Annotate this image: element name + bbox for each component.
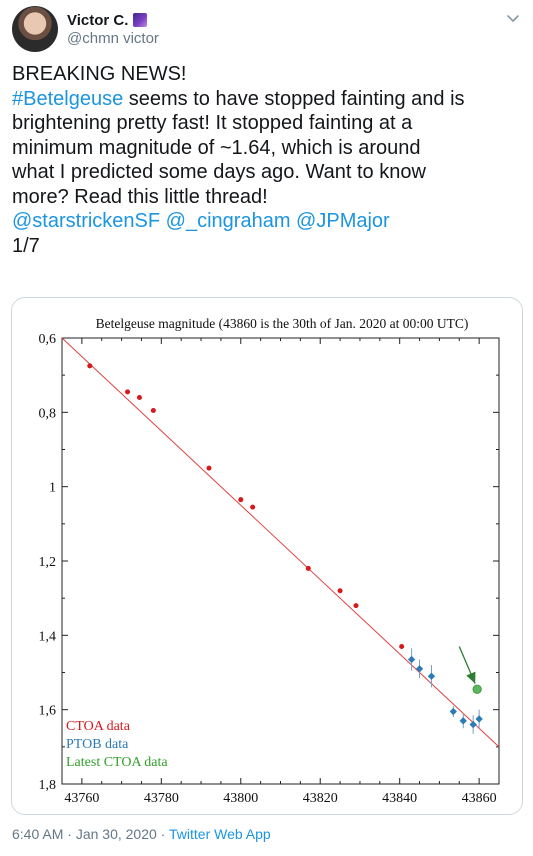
mentions-line: @starstrickenSF @_cingraham @JPMajor	[12, 209, 517, 234]
x-tick-label: 43860	[462, 791, 497, 806]
tweet-line-text: seems to have stopped fainting and is	[123, 87, 465, 110]
user-name[interactable]: Victor C.	[67, 12, 148, 29]
ctoa-point	[150, 407, 156, 413]
ctoa-point	[353, 603, 359, 609]
ctoa-point	[125, 389, 131, 395]
magnitude-chart: Betelgeuse magnitude (43860 is the 30th …	[12, 298, 522, 814]
legend-entry: PTOB data	[66, 737, 129, 752]
mention-link[interactable]: @JPMajor	[296, 210, 390, 232]
y-tick-label: 0,6	[39, 332, 57, 347]
tweet-line: brightening pretty fast! It stopped fain…	[12, 112, 413, 134]
arrow-head	[466, 671, 476, 684]
ctoa-point	[87, 363, 93, 369]
chart-title: Betelgeuse magnitude (43860 is the 30th …	[96, 316, 469, 331]
tweet-meta: 6:40 AM · Jan 30, 2020 · Twitter Web App	[12, 826, 271, 842]
ctoa-point	[399, 643, 405, 649]
y-tick-label: 1	[49, 481, 56, 496]
ctoa-point	[250, 504, 256, 510]
x-tick-label: 43780	[144, 791, 179, 806]
y-tick-label: 1,2	[39, 555, 57, 570]
thread-count: 1/7	[12, 234, 40, 257]
ctoa-point	[337, 588, 343, 594]
tweet-line: BREAKING NEWS!	[12, 63, 187, 85]
hashtag-link[interactable]: #Betelgeuse	[12, 87, 124, 110]
ctoa-point	[206, 465, 212, 471]
y-tick-label: 1,4	[39, 629, 57, 644]
galaxy-emoji-icon	[133, 13, 148, 27]
meta-separator: ·	[63, 826, 76, 842]
tweet-line: minimum magnitude of ~1.64, which is aro…	[12, 136, 421, 159]
user-name-text[interactable]: Victor C.	[67, 12, 129, 29]
ptob-point	[427, 672, 436, 680]
mention-link[interactable]: @starstrickenSF	[12, 210, 161, 232]
ptob-point	[459, 717, 467, 725]
x-tick-label: 43800	[223, 791, 258, 806]
tweet-time[interactable]: 6:40 AM	[12, 826, 64, 842]
x-tick-label: 43820	[303, 791, 338, 806]
user-handle[interactable]: @chmn victor	[67, 30, 159, 47]
legend-entry: Latest CTOA data	[66, 755, 168, 770]
x-axis: 43760 43780 43800 43820 43840 43860	[61, 338, 500, 806]
ptob-point	[469, 720, 477, 729]
y-tick-label: 0,8	[39, 406, 57, 421]
chart-background	[12, 298, 522, 814]
annotation-arrow	[458, 646, 476, 684]
x-tick-label: 43840	[382, 791, 417, 806]
tweet-date[interactable]: Jan 30, 2020	[75, 826, 157, 842]
x-tick-label: 43760	[64, 791, 99, 806]
ptob-point	[475, 715, 483, 723]
media-card[interactable]: Betelgeuse magnitude (43860 is the 30th …	[11, 297, 523, 815]
data-points	[87, 363, 483, 734]
avatar[interactable]	[12, 6, 58, 52]
tweet-line: what I predicted some days ago. Want to …	[12, 161, 426, 183]
mention-link[interactable]: @_cingraham	[165, 210, 291, 232]
ptob-point	[415, 665, 424, 673]
ptob-point	[407, 655, 416, 664]
tweet-header: Victor C. @chmn victor	[12, 6, 521, 54]
ctoa-point	[238, 497, 244, 503]
ctoa-point	[305, 565, 311, 571]
fit-line	[61, 337, 500, 748]
ptob-point	[449, 707, 457, 716]
latest-ctoa-point	[472, 684, 482, 694]
ctoa-point	[136, 394, 142, 400]
chevron-down-icon[interactable]	[505, 10, 521, 26]
tweet-line: #Betelgeuse seems to have stopped fainti…	[12, 87, 517, 112]
legend-entry: CTOA data	[66, 719, 131, 734]
tweet-text: BREAKING NEWS! #Betelgeuse seems to have…	[12, 62, 517, 258]
y-tick-label: 1,6	[39, 704, 57, 719]
y-tick-label: 1,8	[39, 778, 57, 793]
tweet-line: more? Read this little thread!	[12, 185, 268, 208]
source-app-link[interactable]: Twitter Web App	[169, 826, 271, 842]
y-axis: 0,6 0,8 1 1,2 1,4 1,6 1,8	[39, 332, 499, 793]
legend: CTOA data PTOB data Latest CTOA data	[66, 719, 168, 770]
meta-separator: ·	[156, 826, 169, 842]
